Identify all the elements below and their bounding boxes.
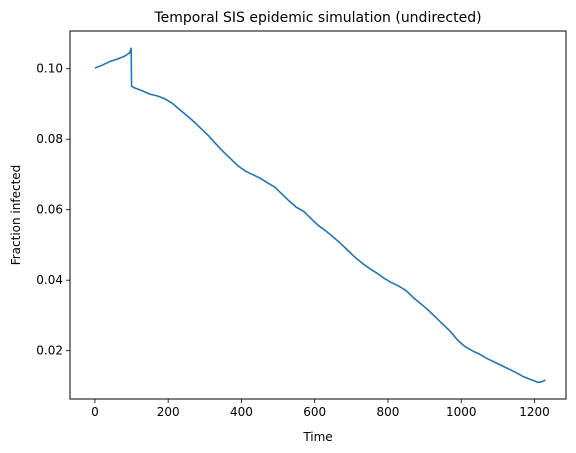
chart-title: Temporal SIS epidemic simulation (undire…	[153, 10, 481, 26]
y-tick-label: 0.02	[36, 344, 63, 358]
x-tick-label: 200	[157, 405, 180, 419]
x-tick-label: 800	[377, 405, 400, 419]
x-tick-label: 1200	[519, 405, 550, 419]
x-tick-label: 400	[230, 405, 253, 419]
y-tick-label: 0.10	[36, 62, 63, 76]
plot-area-frame	[69, 30, 567, 400]
y-axis-ticks: 0.02 0.04 0.06 0.08 0.10	[36, 62, 70, 358]
y-axis-label: Fraction infected	[9, 165, 23, 266]
x-tick-label: 0	[91, 405, 99, 419]
x-axis-label: Time	[302, 430, 332, 444]
x-tick-label: 600	[303, 405, 326, 419]
series-line-0	[94, 47, 546, 384]
y-tick-label: 0.06	[36, 203, 63, 217]
x-tick-label: 1000	[446, 405, 477, 419]
series-layer	[94, 47, 546, 384]
x-axis-ticks: 0 200 400 600 800 1000 1200	[91, 399, 550, 419]
y-tick-label: 0.08	[36, 132, 63, 146]
y-tick-label: 0.04	[36, 273, 63, 287]
